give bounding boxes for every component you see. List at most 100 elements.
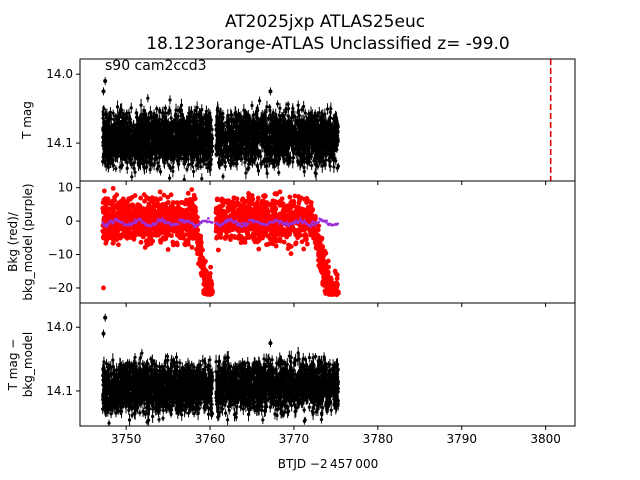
data-point (102, 127, 106, 131)
data-point (101, 112, 105, 117)
data-point (168, 148, 172, 153)
data-point (266, 116, 271, 120)
data-point (278, 106, 282, 110)
data-point (181, 119, 185, 123)
data-point (193, 143, 197, 147)
data-point (195, 112, 199, 116)
data-point (112, 125, 116, 129)
data-point (121, 116, 125, 120)
data-point (119, 147, 123, 151)
data-point (190, 131, 194, 135)
data-point (105, 145, 110, 149)
data-point (162, 129, 166, 133)
data-point (193, 108, 197, 113)
data-point (138, 142, 142, 146)
data-point (182, 177, 186, 181)
data-point (182, 152, 186, 157)
data-point (102, 121, 106, 125)
data-point (271, 111, 275, 115)
data-point (195, 105, 199, 110)
data-point (144, 127, 148, 131)
data-point (142, 108, 146, 113)
series-0 (101, 77, 340, 181)
data-point (194, 150, 198, 154)
data-point (148, 168, 152, 172)
data-point (110, 147, 114, 151)
data-point (157, 129, 161, 133)
data-point (154, 150, 158, 154)
data-point (300, 108, 304, 112)
panel-top-tmag: 14.014.1T mag (20, 58, 576, 185)
data-point (187, 111, 191, 115)
data-point (115, 126, 119, 130)
data-point (208, 168, 212, 172)
data-point (145, 148, 149, 152)
data-point (179, 141, 183, 145)
data-point (132, 166, 136, 171)
data-point (329, 107, 333, 111)
data-point (120, 120, 125, 124)
data-point (199, 165, 203, 169)
data-point (171, 144, 176, 148)
data-point (205, 120, 209, 124)
data-point (199, 140, 203, 145)
data-point (179, 135, 183, 139)
data-point (186, 157, 190, 161)
data-point (110, 137, 114, 141)
data-point (244, 171, 248, 175)
data-point (268, 156, 272, 160)
data-point (176, 127, 181, 131)
data-point (291, 160, 295, 164)
data-point (205, 129, 209, 133)
data-point (223, 154, 227, 159)
data-point (132, 142, 137, 146)
data-point (182, 162, 186, 166)
data-point (101, 134, 106, 139)
data-point (107, 162, 111, 166)
data-point (267, 148, 272, 153)
data-point (179, 103, 184, 107)
data-point (183, 160, 188, 164)
data-point (183, 141, 187, 145)
data-point (152, 163, 156, 167)
chart-title-line2: 18.123orange-ATLAS Unclassified z= -99.0 (146, 34, 510, 54)
data-point (105, 112, 109, 117)
data-point (201, 119, 205, 123)
data-point (157, 144, 161, 149)
data-point (139, 145, 144, 149)
data-point (200, 129, 205, 134)
data-point (201, 143, 205, 148)
data-point (132, 136, 136, 140)
data-point (175, 158, 179, 163)
data-point (162, 160, 166, 165)
data-point (207, 142, 211, 146)
data-point (208, 114, 212, 119)
data-point (102, 147, 106, 151)
data-point (111, 151, 115, 155)
data-point (263, 158, 267, 162)
data-point (316, 164, 320, 168)
data-point (171, 155, 175, 159)
data-point (169, 136, 173, 141)
data-point (127, 111, 131, 115)
data-point (193, 138, 197, 142)
data-point (161, 144, 166, 148)
data-point (151, 140, 155, 145)
data-point (123, 138, 127, 142)
data-point (152, 111, 156, 116)
data-point (181, 145, 185, 149)
data-point (208, 154, 212, 158)
chart-title-line1: AT2025jxp ATLAS25euc (225, 12, 425, 32)
data-point (105, 141, 110, 145)
data-point (162, 124, 167, 128)
data-point (158, 110, 162, 114)
data-point (158, 170, 163, 174)
data-point (200, 177, 204, 181)
data-point (317, 111, 321, 115)
data-point (129, 106, 133, 110)
data-point (171, 124, 175, 128)
data-point (111, 143, 115, 147)
data-point (120, 163, 124, 167)
data-point (105, 158, 109, 162)
data-point (276, 102, 280, 106)
